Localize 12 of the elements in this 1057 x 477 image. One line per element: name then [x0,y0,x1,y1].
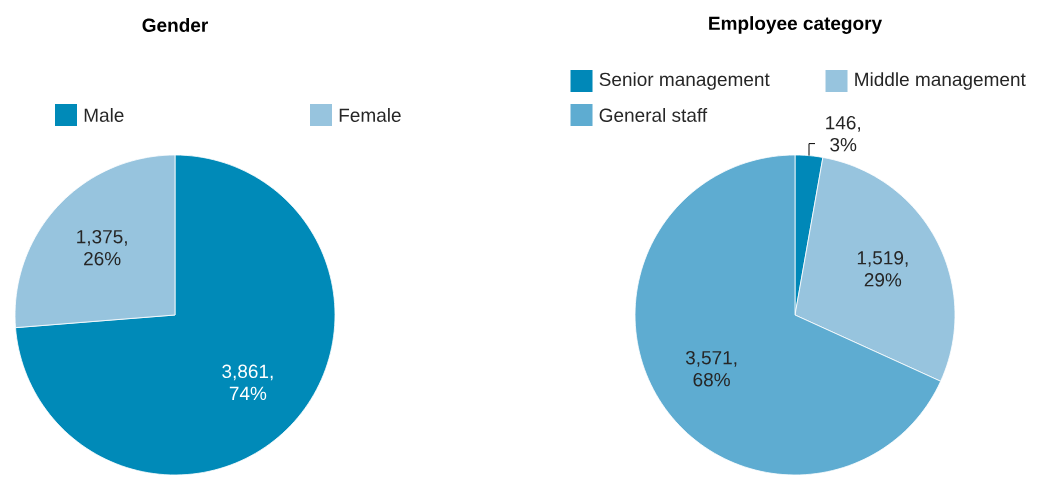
data-label: 146, 3% [826,115,860,152]
data-label: 3,861, 74% [222,364,273,400]
legend-label: General staff [599,108,708,122]
data-label: 1,519, 29% [857,251,908,287]
chart-title: Employee category [709,16,883,34]
data-label: 1,375, 26% [77,229,127,266]
data-label: 3,571, 68% [685,350,737,387]
chart-title: Gender [142,18,208,32]
legend-label: Senior management [599,72,770,90]
legend-label: Middle management [855,72,1026,90]
legend-label: Male [84,108,124,122]
legend-label: Female [339,108,401,122]
